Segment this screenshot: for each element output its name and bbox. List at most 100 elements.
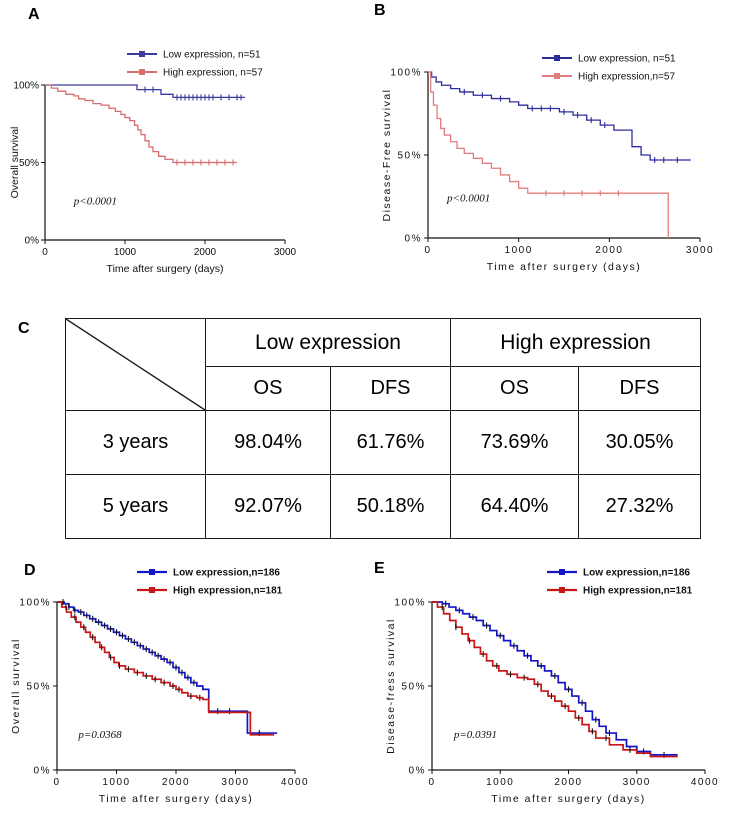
km-curve-low-expression xyxy=(428,71,691,161)
x-tick-label: 1000 xyxy=(114,247,137,258)
y-axis-label: Disease-fress survival xyxy=(385,618,397,754)
km-curve-low-expression xyxy=(45,84,245,99)
table-row: 5 years 92.07% 50.18% 64.40% 27.32% xyxy=(65,474,701,539)
x-tick-label: 3000 xyxy=(221,777,249,788)
km-curve-high-expression xyxy=(432,601,678,758)
y-tick-label: 0% xyxy=(34,766,51,777)
diagonal-line xyxy=(66,319,205,410)
y-tick-label: 100% xyxy=(19,598,51,609)
km-curve-high-expression xyxy=(45,84,237,164)
x-tick-label: 2000 xyxy=(194,247,217,258)
table-subheader-dfs-low: DFS xyxy=(330,366,451,411)
x-tick-label: 3000 xyxy=(274,247,297,258)
x-tick-label: 4000 xyxy=(691,777,719,788)
km-chart-overall-survival-cohort2: 0 1000 2000 3000 4000 0% 50% 100% Low expression… xyxy=(8,566,353,806)
panel-label-b: B xyxy=(374,2,386,19)
x-tick-label: 1000 xyxy=(102,777,130,788)
panel-label-e: E xyxy=(374,560,385,577)
legend-label: High expression, n=57 xyxy=(163,68,263,79)
x-tick-label: 2000 xyxy=(554,777,582,788)
legend-marker xyxy=(149,569,155,575)
km-chart-overall-survival-cohort1: 0 1000 2000 3000 0% 50% 100% Low expression, n=… xyxy=(8,14,338,292)
y-tick-label: 50% xyxy=(397,151,422,162)
cell-5y-high-os: 64.40% xyxy=(450,474,579,539)
p-value: p=0.0368 xyxy=(77,729,122,741)
x-tick-label: 4000 xyxy=(281,777,309,788)
x-tick-label: 2000 xyxy=(162,777,190,788)
cell-3y-low-os: 98.04% xyxy=(205,410,331,475)
legend-label: Low expression,n=186 xyxy=(583,568,690,579)
legend-marker xyxy=(559,569,565,575)
x-tick-label: 0 xyxy=(53,777,60,788)
p-value: p=0.0391 xyxy=(453,729,497,741)
x-axis-label: Time after surgery (days) xyxy=(107,263,224,275)
panel-label-c: C xyxy=(18,320,30,337)
km-plot-E: 0 1000 2000 3000 4000 0% 50% 100% Low expression… xyxy=(385,568,719,806)
legend-label: High expression,n=181 xyxy=(583,586,693,597)
x-tick-label: 2000 xyxy=(595,245,623,256)
x-tick-label: 0 xyxy=(428,777,435,788)
table-subheader-os-high: OS xyxy=(450,366,579,411)
p-value: p<0.0001 xyxy=(446,192,490,204)
x-tick-label: 3000 xyxy=(623,777,651,788)
km-plot-D: 0 1000 2000 3000 4000 0% 50% 100% Low expression… xyxy=(10,568,309,806)
row-label-3-years: 3 years xyxy=(65,410,206,475)
table-subheader-dfs-high: DFS xyxy=(578,366,701,411)
survival-rate-table: Low expression High expression OS DFS OS… xyxy=(65,318,701,539)
y-tick-label: 0% xyxy=(405,234,422,245)
y-tick-label: 50% xyxy=(19,158,39,169)
x-tick-label: 1000 xyxy=(486,777,514,788)
legend-marker xyxy=(139,51,145,57)
y-tick-label: 0% xyxy=(409,766,426,777)
km-curve-high-expression xyxy=(57,601,275,736)
cell-5y-low-os: 92.07% xyxy=(205,474,331,539)
cell-3y-high-os: 73.69% xyxy=(450,410,579,475)
table-corner-cell xyxy=(65,318,206,411)
cell-5y-low-dfs: 50.18% xyxy=(330,474,451,539)
y-axis-label: Overall survival xyxy=(9,127,21,199)
row-label-5-years: 5 years xyxy=(65,474,206,539)
table-group-header-high: High expression xyxy=(450,318,701,367)
legend-label: Low expression, n=51 xyxy=(578,54,676,65)
legend-marker xyxy=(149,587,155,593)
cell-3y-low-dfs: 61.76% xyxy=(330,410,451,475)
km-plot-B: 0 1000 2000 3000 0% 50% 100% Low expression, n=… xyxy=(381,54,714,274)
cell-5y-high-dfs: 27.32% xyxy=(578,474,701,539)
x-axis-label: Time after surgery (days) xyxy=(487,261,641,273)
km-curve-low-expression xyxy=(57,601,278,734)
x-tick-label: 0 xyxy=(424,245,431,256)
cell-3y-high-dfs: 30.05% xyxy=(578,410,701,475)
y-tick-label: 50% xyxy=(26,682,51,693)
legend-marker xyxy=(554,55,560,61)
y-tick-label: 50% xyxy=(401,682,426,693)
km-chart-disease-free-survival-cohort2: 0 1000 2000 3000 4000 0% 50% 100% Low expression… xyxy=(372,566,742,806)
p-value: p<0.0001 xyxy=(73,195,117,207)
table-row: 3 years 98.04% 61.76% 73.69% 30.05% xyxy=(65,410,701,475)
legend-label: Low expression,n=186 xyxy=(173,568,280,579)
legend-label: High expression,n=181 xyxy=(173,586,283,597)
legend-marker xyxy=(554,73,560,79)
km-plot-A: 0 1000 2000 3000 0% 50% 100% Low expression, n=… xyxy=(9,50,297,276)
y-tick-label: 100% xyxy=(390,68,422,79)
panel-label-a: A xyxy=(28,6,40,23)
km-curve-low-expression xyxy=(432,601,678,756)
legend-marker xyxy=(139,69,145,75)
x-tick-label: 1000 xyxy=(505,245,533,256)
x-axis-label: Time after surgery (days) xyxy=(99,793,253,805)
table-group-header-low: Low expression xyxy=(205,318,451,367)
km-curve-high-expression xyxy=(428,71,669,238)
y-tick-label: 100% xyxy=(394,598,426,609)
x-axis-label: Time after surgery (days) xyxy=(491,793,645,805)
km-chart-disease-free-survival-cohort1: 0 1000 2000 3000 0% 50% 100% Low expression, n=… xyxy=(368,12,743,297)
x-tick-label: 0 xyxy=(42,247,48,258)
legend-label: High expression,n=57 xyxy=(578,72,675,83)
table-subheader-os-low: OS xyxy=(205,366,331,411)
legend-label: Low expression, n=51 xyxy=(163,50,261,61)
legend-marker xyxy=(559,587,565,593)
panel-label-d: D xyxy=(24,562,36,579)
y-tick-label: 0% xyxy=(25,236,40,247)
y-axis-label: Overall survival xyxy=(10,638,22,734)
y-tick-label: 100% xyxy=(13,81,39,92)
x-tick-label: 3000 xyxy=(686,245,714,256)
